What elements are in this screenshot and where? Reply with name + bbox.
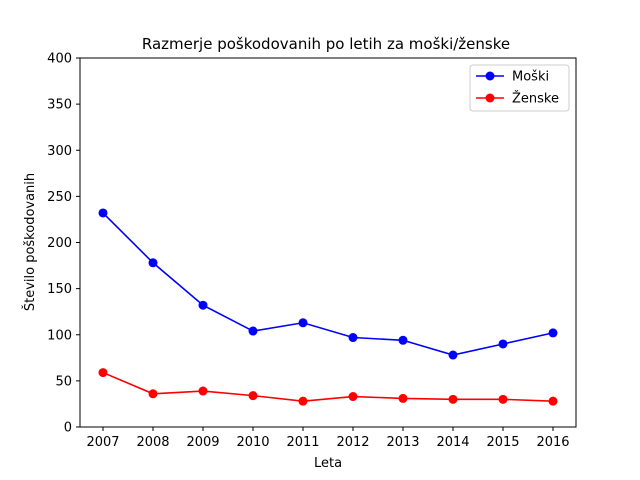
legend-marker-mo-ki xyxy=(485,71,495,81)
data-point--enske xyxy=(298,396,308,406)
plot-area: 0 50 100 150 200 250 300 350 400 2007 2008 2009 2010… xyxy=(47,52,577,450)
data-point-mo-ki xyxy=(148,258,158,268)
data-point-mo-ki xyxy=(448,350,458,360)
y-tick-label: 200 xyxy=(47,236,72,251)
y-tick-label: 350 xyxy=(47,98,72,113)
data-point-mo-ki xyxy=(198,300,208,310)
data-point-mo-ki xyxy=(248,326,258,336)
x-tick-label: 2011 xyxy=(286,435,319,450)
data-point-mo-ki xyxy=(298,318,308,328)
data-point--enske xyxy=(448,394,458,404)
chart-title: Razmerje poškodovanih po letih za moški/… xyxy=(142,35,510,53)
legend-marker--enske xyxy=(485,93,495,103)
data-point--enske xyxy=(348,392,358,402)
data-point-mo-ki xyxy=(548,328,558,338)
x-tick-label: 2015 xyxy=(486,435,519,450)
y-tick-label: 150 xyxy=(47,282,72,297)
data-point-mo-ki xyxy=(348,333,358,343)
y-tick-label: 250 xyxy=(47,190,72,205)
data-point--enske xyxy=(398,393,408,403)
data-point-mo-ki xyxy=(98,208,108,218)
x-tick-label: 2013 xyxy=(386,435,419,450)
data-point--enske xyxy=(548,396,558,406)
data-point--enske xyxy=(248,391,258,401)
data-point-mo-ki xyxy=(498,339,508,349)
x-tick-label: 2016 xyxy=(536,435,569,450)
legend-label--enske: Ženske xyxy=(512,91,559,107)
data-point--enske xyxy=(98,368,108,378)
legend: Moški Ženske xyxy=(469,64,570,112)
y-tick-label: 50 xyxy=(55,374,72,389)
x-tick-label: 2010 xyxy=(236,435,269,450)
y-tick-label: 100 xyxy=(47,328,72,343)
data-point--enske xyxy=(148,389,158,399)
legend-label-mo-ki: Moški xyxy=(512,70,549,85)
data-point--enske xyxy=(198,386,208,396)
x-tick-label: 2008 xyxy=(136,435,169,450)
y-tick-label: 300 xyxy=(47,144,72,159)
x-tick-label: 2009 xyxy=(186,435,219,450)
x-axis-label: Leta xyxy=(314,456,342,471)
x-tick-label: 2007 xyxy=(86,435,119,450)
data-point-mo-ki xyxy=(398,335,408,345)
y-tick-label: 400 xyxy=(47,52,72,67)
y-axis-label: Število poškodovanih xyxy=(22,173,38,311)
data-point--enske xyxy=(498,394,508,404)
series-line--enske xyxy=(102,371,554,402)
x-tick-label: 2012 xyxy=(336,435,369,450)
series-line-mo-ki xyxy=(102,212,554,356)
y-tick-label: 0 xyxy=(64,421,72,436)
x-tick-label: 2014 xyxy=(436,435,469,450)
